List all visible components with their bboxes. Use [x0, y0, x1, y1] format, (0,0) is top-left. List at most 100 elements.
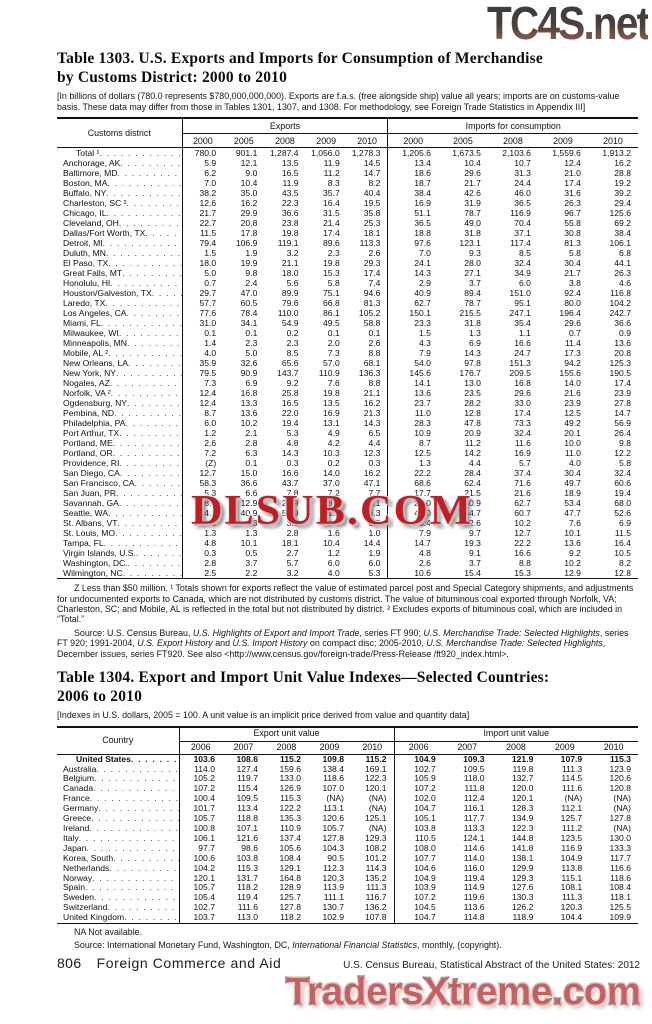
table-row: Belgium 105.2 119.7 133.0 118.6 122.3 105.9 118… — [57, 773, 638, 785]
value-cell: 37.0 — [323, 478, 340, 489]
value-cell: 47.1 — [363, 478, 381, 489]
table-row: Providence, RI (Z) 0.1 0.3 0.2 0.3 1.3 4.4 5.7 4.… — [57, 458, 638, 469]
value-cell: 7.0 — [204, 178, 217, 189]
value-cell: 12.3 — [363, 448, 381, 459]
dot-leader — [91, 814, 178, 824]
value-cell: 66.8 — [323, 298, 340, 309]
value-cell: 30.8 — [564, 228, 581, 239]
value-cell: 97.6 — [387, 238, 438, 249]
value-cell: 121.9 — [511, 753, 534, 764]
dot-leader — [120, 158, 181, 168]
row-label-wrap: Baltimore, MD — [57, 168, 181, 179]
value-cell: 106.1 — [609, 238, 631, 249]
value-cell: 16.6 — [281, 468, 299, 479]
value-cell: 144.8 — [511, 832, 534, 843]
table-row: Switzerland 102.7 111.6 127.8 130.7 136.2 104.… — [57, 902, 638, 914]
year-header: 2005 — [223, 133, 265, 149]
value-cell: 2.6 — [368, 248, 381, 259]
value-cell: 10.5 — [614, 548, 631, 559]
table-row: San Francisco, CA 58.3 36.6 43.7 37.0 47.1 68.… — [57, 478, 638, 489]
row-label-wrap: Netherlands — [57, 864, 178, 874]
value-cell: 109.5 — [236, 793, 258, 804]
value-cell: 14.3 — [363, 418, 381, 429]
row-label-cell: Belgium — [57, 774, 180, 785]
value-cell: 108.4 — [279, 852, 301, 863]
value-cell: 126.9 — [279, 783, 301, 794]
row-label-wrap: Laredo, TX — [57, 298, 181, 308]
value-cell: 46.0 — [514, 188, 531, 199]
value-cell: 16.2 — [363, 398, 381, 409]
table-row: Minneapolis, MN 1.4 2.3 2.3 2.0 2.6 4.3 6.9 16.6… — [57, 338, 638, 349]
value-cell: 13.0 — [464, 378, 481, 389]
value-cell: 125.7 — [560, 813, 583, 824]
value-cell: 43.5 — [281, 188, 299, 199]
value-cell: 36.6 — [614, 318, 631, 329]
dot-leader — [123, 568, 181, 578]
row-label-cell: Switzerland — [57, 903, 180, 914]
dot-leader — [85, 883, 178, 893]
value-cell: 97.7 — [198, 842, 215, 853]
value-cell: 102.7 — [193, 902, 215, 913]
value-cell: 129.3 — [364, 832, 387, 843]
value-cell: 29.4 — [614, 198, 631, 209]
row-label: Australia — [63, 764, 97, 774]
value-cell: 4.8 — [286, 438, 299, 449]
dot-leader — [113, 854, 178, 864]
value-cell: 7.0 — [387, 248, 438, 259]
row-label-cell: St. Louis, MO — [57, 528, 183, 539]
row-label-wrap: Greece — [57, 814, 178, 824]
row-label: Baltimore, MD — [63, 168, 118, 179]
source-publication-title: U.S. Export History — [137, 638, 213, 649]
value-cell: 5.6 — [286, 278, 299, 289]
value-cell: 141.8 — [511, 842, 534, 853]
stub-column-header: Country — [57, 726, 180, 755]
row-label-wrap: Nogales, AZ — [57, 378, 181, 388]
dot-leader — [152, 288, 181, 298]
value-cell: 116.0 — [463, 862, 485, 873]
table-row: St. Albans, VT 4.5 4.3 3.6 2.6 3.3 5.4 12.6 10.2… — [57, 518, 638, 529]
value-cell: 13.6 — [614, 338, 631, 349]
value-cell: 17.4 — [323, 228, 340, 239]
value-cell: 35.4 — [514, 318, 531, 329]
row-label-wrap: Pembina, ND — [57, 408, 181, 418]
table-row: Great Falls, MT 5.0 9.8 18.0 15.3 17.4 14.3 27.… — [57, 268, 638, 279]
row-label-wrap: Great Falls, MT — [57, 268, 181, 278]
value-cell: (NA) — [326, 793, 344, 804]
value-cell: 122.3 — [364, 773, 387, 784]
value-cell: 9.8 — [619, 438, 631, 449]
dot-leader — [96, 765, 178, 775]
value-cell: 6.3 — [245, 448, 258, 459]
value-cell: 34.2 — [199, 508, 217, 519]
watermark-tradersxtreme: TradersXtreme.com — [285, 971, 642, 1013]
dot-leader — [89, 824, 178, 834]
row-label-cell: Ogdensburg, NY — [57, 398, 183, 409]
value-cell: 129.1 — [279, 862, 301, 873]
value-cell: 20.8 — [614, 348, 631, 359]
row-label: New Orleans, LA — [63, 358, 128, 369]
value-cell: 17.4 — [363, 268, 381, 279]
value-cell: 29.7 — [199, 288, 217, 299]
value-cell: 70.4 — [514, 218, 531, 229]
value-cell: 12.5 — [564, 408, 581, 419]
value-cell: 103.7 — [193, 912, 215, 923]
row-label-cell: Japan — [57, 843, 180, 854]
row-label-wrap: Virgin Islands, U.S. — [57, 548, 181, 558]
value-cell: 79.5 — [199, 368, 217, 379]
value-cell: 19.2 — [614, 178, 631, 189]
value-cell: 4.0 — [568, 458, 581, 469]
source-publication-title: U.S. Merchandise Trade: Selected Highlig… — [426, 638, 603, 649]
value-cell: 0.9 — [619, 328, 631, 339]
row-label-wrap: Duluth, MN — [57, 248, 181, 258]
value-cell: 8.2 — [204, 498, 217, 509]
table1303-footnote: Z Less than $50 million. ¹ Totals shown … — [57, 583, 634, 625]
value-cell: 0.1 — [245, 458, 258, 469]
row-label-cell: New Orleans, LA — [57, 358, 183, 369]
value-cell: 19.3 — [464, 538, 481, 549]
year-header: 2010 — [346, 133, 388, 149]
footer-attribution: U.S. Census Bureau, Statistical Abstract… — [343, 960, 640, 971]
row-label-cell: San Francisco, CA — [57, 478, 183, 489]
row-label-cell: Wilmington, NC — [57, 568, 183, 579]
value-cell: 31.9 — [464, 198, 481, 209]
table-row: Total ¹ 780.0 901.1 1,287.4 1,056.0 1,278.3 1,… — [57, 147, 638, 159]
value-cell: (Z) — [205, 458, 217, 469]
